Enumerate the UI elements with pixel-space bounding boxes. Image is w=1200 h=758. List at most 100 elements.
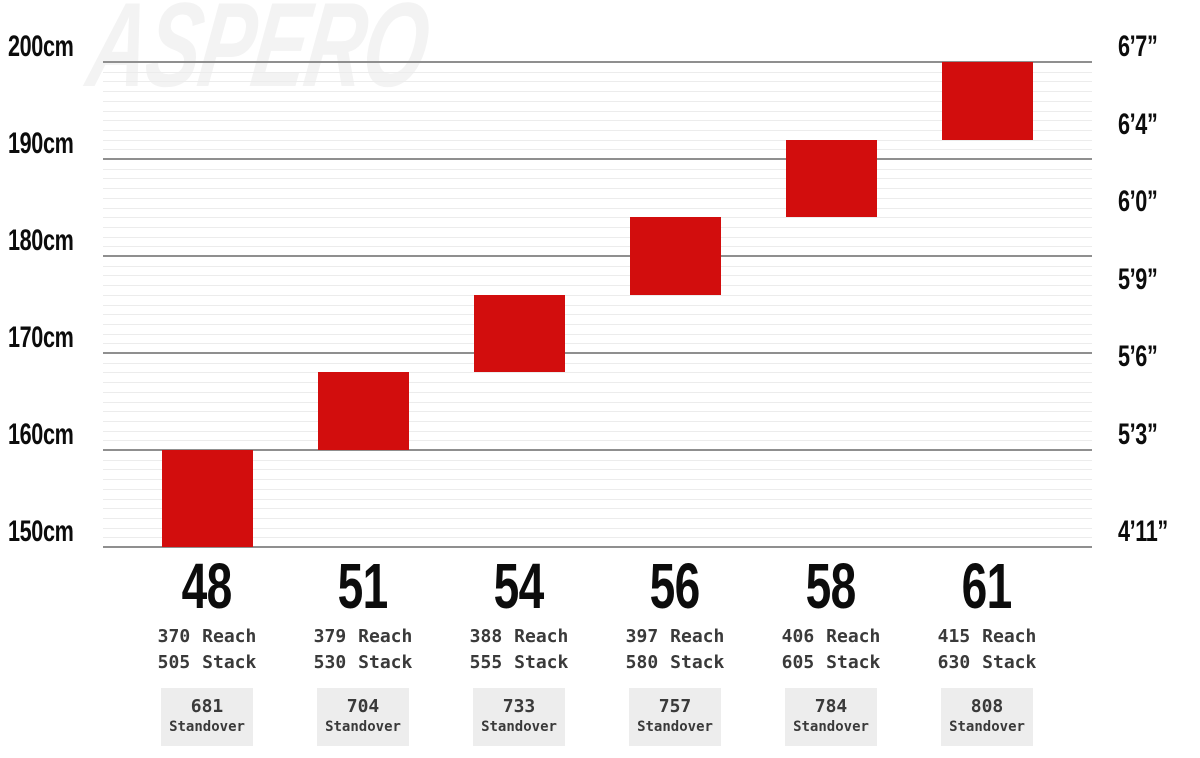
stack-value: 555 — [469, 652, 503, 673]
reach-label: Reach — [514, 626, 569, 647]
gridline-151cm — [103, 537, 1092, 539]
stack-value: 505 — [157, 652, 191, 673]
gridline-194cm — [103, 120, 1092, 122]
frame-size-text: 56 — [650, 550, 701, 622]
frame-size-label: 48 — [129, 550, 285, 622]
stack-row: 505 Stack — [129, 652, 285, 674]
reach-value: 397 — [625, 626, 659, 647]
stack-row: 580 Stack — [597, 652, 753, 674]
frame-size-text: 48 — [182, 550, 233, 622]
left-axis-label-150: 150cm — [8, 517, 99, 547]
stack-value: 530 — [313, 652, 347, 673]
gridline-170cm — [103, 352, 1092, 354]
right-axis-label-text: 4’11” — [1118, 515, 1168, 548]
size-column-54: 54 388 Reach 555 Stack 733 Standover — [441, 550, 597, 746]
gridline-199cm — [103, 71, 1092, 73]
standover-box: 757 Standover — [629, 688, 721, 746]
stack-row: 530 Stack — [285, 652, 441, 674]
left-axis-label-170: 170cm — [8, 321, 99, 354]
reach-label: Reach — [358, 626, 413, 647]
reach-row: 370 Reach — [129, 626, 285, 648]
right-axis-label-text: 6’4” — [1118, 107, 1158, 141]
standover-label: Standover — [949, 719, 1025, 735]
left-axis-label-text: 180cm — [8, 224, 74, 257]
reach-value: 388 — [469, 626, 503, 647]
gridline-160cm — [103, 449, 1092, 451]
standover-value: 704 — [346, 696, 380, 717]
reach-label: Reach — [982, 626, 1037, 647]
reach-row: 397 Reach — [597, 626, 753, 648]
right-axis-label-text: 6’0” — [1118, 185, 1158, 219]
gridline-193cm — [103, 129, 1092, 131]
reach-value: 370 — [157, 626, 191, 647]
gridline-163cm — [103, 420, 1092, 422]
stack-label: Stack — [826, 652, 881, 673]
standover-value: 757 — [658, 696, 692, 717]
gridline-181cm — [103, 246, 1092, 248]
gridline-150cm — [103, 546, 1092, 548]
standover-label: Standover — [793, 719, 869, 735]
height-range-block-48 — [161, 450, 253, 547]
height-range-block-51 — [317, 372, 409, 450]
stack-label: Stack — [514, 652, 569, 673]
size-column-51: 51 379 Reach 530 Stack 704 Standover — [285, 554, 441, 746]
reach-value: 415 — [937, 626, 971, 647]
stack-label: Stack — [982, 652, 1037, 673]
gridline-159cm — [103, 459, 1092, 461]
standover-box: 733 Standover — [473, 688, 565, 746]
gridline-191cm — [103, 149, 1092, 151]
gridline-184cm — [103, 217, 1092, 219]
standover-box: 784 Standover — [785, 688, 877, 746]
stack-row: 630 Stack — [909, 652, 1065, 674]
gridline-182cm — [103, 236, 1092, 238]
size-column-56: 56 397 Reach 580 Stack 757 Standover — [597, 550, 753, 746]
gridline-153cm — [103, 517, 1092, 519]
standover-value: 808 — [970, 696, 1004, 717]
gridline-155cm — [103, 498, 1092, 500]
standover-label: Standover — [169, 719, 245, 735]
standover-box: 681 Standover — [161, 688, 253, 746]
right-axis-label-200: 6’7” — [1118, 32, 1173, 62]
gridline-192cm — [103, 139, 1092, 141]
height-range-block-56 — [629, 217, 721, 295]
height-range-block-58 — [785, 139, 877, 218]
gridline-176cm — [103, 294, 1092, 296]
gridline-165cm — [103, 401, 1092, 403]
left-axis-label-text: 170cm — [8, 321, 74, 354]
frame-size-text: 61 — [962, 550, 1013, 622]
height-range-block-61 — [941, 62, 1033, 140]
frame-size-label: 61 — [909, 550, 1065, 622]
frame-size-label: 51 — [285, 554, 441, 618]
right-axis-label-192: 6’4” — [1118, 107, 1173, 141]
stack-value: 605 — [781, 652, 815, 673]
gridline-166cm — [103, 391, 1092, 393]
reach-row: 406 Reach — [753, 626, 909, 648]
left-axis-label-160: 160cm — [8, 418, 99, 451]
gridline-169cm — [103, 362, 1092, 364]
gridline-186cm — [103, 197, 1092, 199]
right-axis-label-160: 5’3” — [1118, 418, 1173, 451]
gridline-175cm — [103, 304, 1092, 306]
gridline-168cm — [103, 372, 1092, 374]
frame-size-text: 54 — [494, 550, 545, 622]
frame-size-text: 58 — [806, 550, 857, 622]
standover-value: 784 — [814, 696, 848, 717]
standover-label: Standover — [481, 719, 557, 735]
plot-area — [103, 61, 1092, 548]
size-column-61: 61 415 Reach 630 Stack 808 Standover — [909, 550, 1065, 746]
gridline-167cm — [103, 382, 1092, 384]
gridline-195cm — [103, 110, 1092, 112]
stack-row: 605 Stack — [753, 652, 909, 674]
reach-row: 388 Reach — [441, 626, 597, 648]
gridline-173cm — [103, 323, 1092, 325]
gridline-180cm — [103, 255, 1092, 257]
gridline-171cm — [103, 343, 1092, 345]
right-axis-label-text: 5’3” — [1118, 418, 1158, 451]
gridline-196cm — [103, 100, 1092, 102]
gridline-185cm — [103, 207, 1092, 209]
gridline-179cm — [103, 265, 1092, 267]
left-axis-label-text: 160cm — [8, 418, 74, 451]
frame-size-label: 56 — [597, 550, 753, 622]
reach-value: 379 — [313, 626, 347, 647]
